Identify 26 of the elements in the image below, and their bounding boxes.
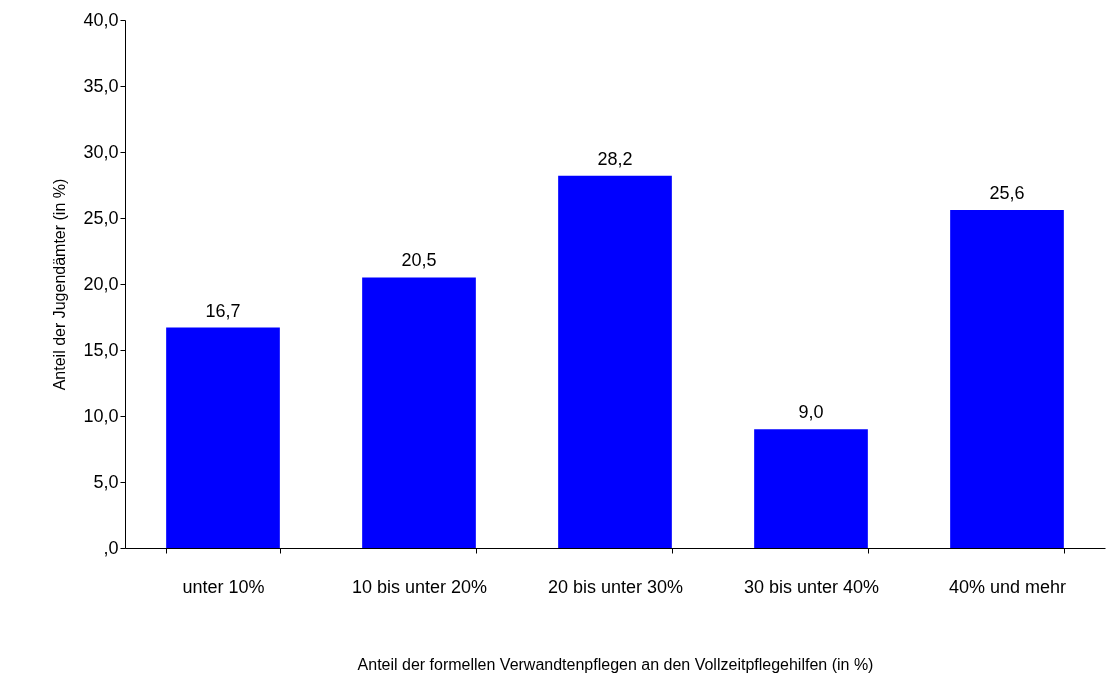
bar	[362, 277, 476, 548]
x-tick-label: 20 bis unter 30%	[547, 576, 684, 597]
y-axis-title: Anteil der Jugendämter (in %)	[51, 178, 69, 391]
y-tick-label: 5,0	[93, 471, 119, 492]
y-tick-label: 35,0	[83, 75, 119, 96]
data-label: 28,2	[597, 148, 633, 169]
y-tick-label: 25,0	[83, 207, 119, 228]
data-label: 9,0	[798, 402, 824, 423]
x-tick-label: 30 bis unter 40%	[743, 576, 880, 597]
bar	[558, 175, 672, 548]
bar	[166, 327, 280, 548]
x-tick-label: 10 bis unter 20%	[351, 576, 488, 597]
data-label: 16,7	[205, 300, 241, 321]
data-label: 25,6	[989, 183, 1025, 204]
bar	[950, 210, 1064, 548]
data-label: 20,5	[401, 250, 437, 271]
bar	[754, 429, 868, 548]
x-tick-label: 40% und mehr	[948, 576, 1067, 597]
y-tick-label: 20,0	[83, 273, 119, 294]
y-tick-label: 15,0	[83, 339, 119, 360]
y-tick-label: ,0	[103, 537, 119, 558]
y-tick-label: 10,0	[83, 405, 119, 426]
y-tick-label: 40,0	[83, 9, 119, 30]
x-axis-title: Anteil der formellen Verwandtenpflegen an den Vollzeitpflegehilfen (in %)	[357, 655, 874, 673]
x-tick-label: unter 10%	[182, 576, 265, 597]
y-tick-label: 30,0	[83, 141, 119, 162]
